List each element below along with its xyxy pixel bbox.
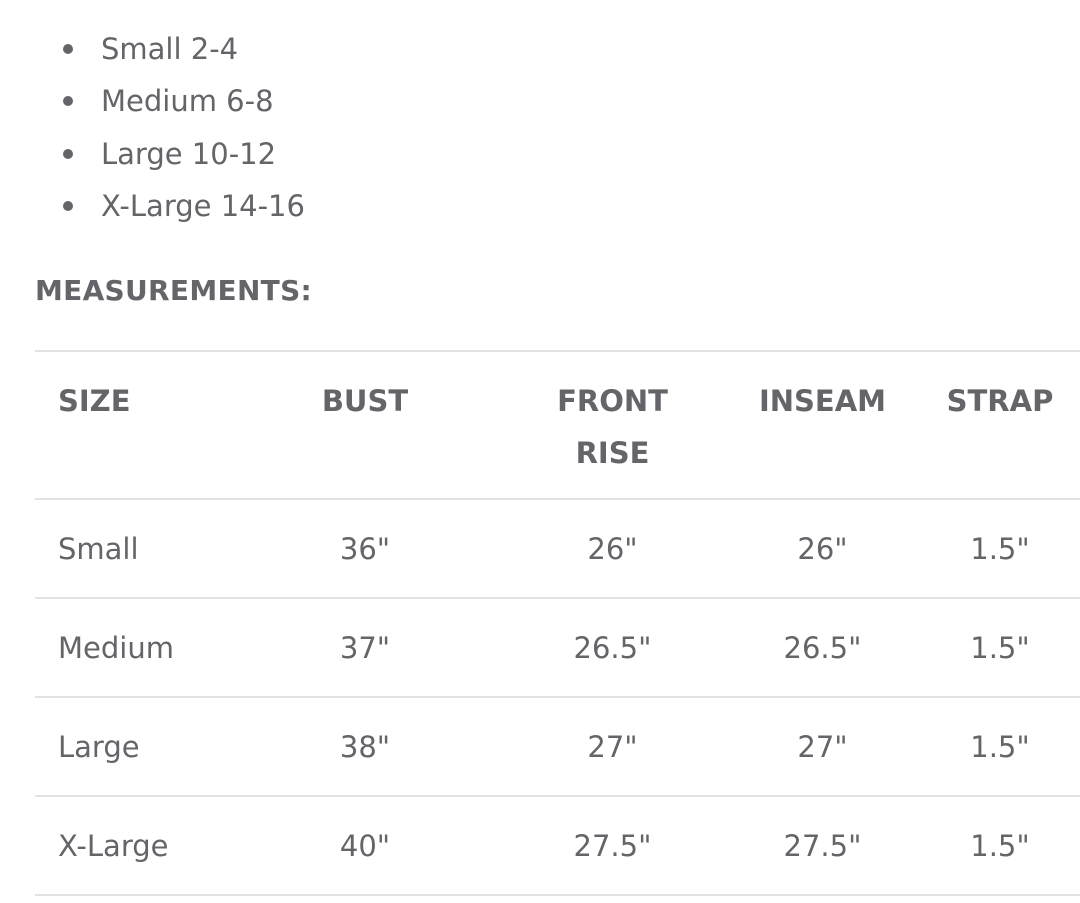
- cell-strap: 1.5": [905, 795, 1080, 896]
- measurements-heading: MEASUREMENTS:: [35, 274, 313, 307]
- list-item: Medium 6-8: [0, 75, 305, 127]
- cell-strap: 1.5": [905, 696, 1080, 797]
- table-row: Large 38" 27" 27" 1.5": [35, 696, 1080, 797]
- list-item: Large 10-12: [0, 128, 305, 180]
- cell-strap: 1.5": [905, 597, 1080, 698]
- table-row: X-Large 40" 27.5" 27.5" 1.5": [35, 795, 1080, 896]
- cell-bust: 40": [245, 795, 485, 896]
- cell-front-rise: 26.5": [485, 597, 740, 698]
- size-list: Small 2-4 Medium 6-8 Large 10-12 X-Large…: [0, 23, 305, 232]
- cell-strap: 1.5": [905, 498, 1080, 599]
- cell-inseam: 27.5": [740, 795, 905, 896]
- cell-front-rise: 26": [485, 498, 740, 599]
- cell-size: Medium: [35, 597, 245, 698]
- cell-inseam: 26.5": [740, 597, 905, 698]
- table-row: Medium 37" 26.5" 26.5" 1.5": [35, 597, 1080, 698]
- header-size: SIZE: [35, 350, 245, 500]
- list-item: X-Large 14-16: [0, 180, 305, 232]
- cell-bust: 37": [245, 597, 485, 698]
- cell-front-rise: 27": [485, 696, 740, 797]
- cell-bust: 38": [245, 696, 485, 797]
- cell-bust: 36": [245, 498, 485, 599]
- measurements-table: SIZE BUST FRONT RISE INSEAM STRAP Small 3…: [35, 350, 1080, 896]
- table-header-row: SIZE BUST FRONT RISE INSEAM STRAP: [35, 350, 1080, 500]
- header-strap: STRAP: [905, 350, 1080, 500]
- cell-inseam: 27": [740, 696, 905, 797]
- list-item: Small 2-4: [0, 23, 305, 75]
- header-inseam: INSEAM: [740, 350, 905, 500]
- cell-size: X-Large: [35, 795, 245, 896]
- cell-inseam: 26": [740, 498, 905, 599]
- table-row: Small 36" 26" 26" 1.5": [35, 498, 1080, 599]
- header-bust: BUST: [245, 350, 485, 500]
- cell-size: Large: [35, 696, 245, 797]
- cell-size: Small: [35, 498, 245, 599]
- cell-front-rise: 27.5": [485, 795, 740, 896]
- header-front-rise: FRONT RISE: [485, 350, 740, 500]
